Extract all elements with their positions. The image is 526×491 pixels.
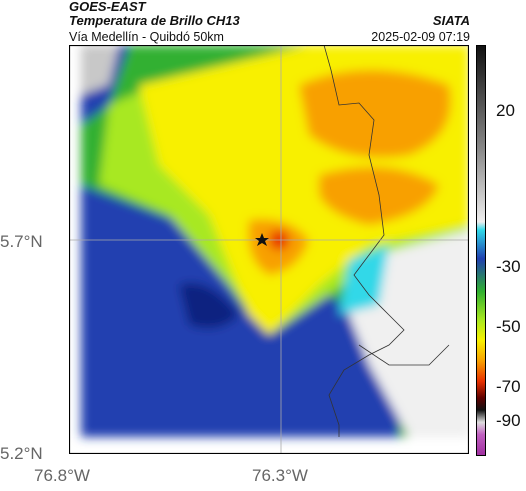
cyan-edge	[339, 245, 389, 315]
satellite-map[interactable]	[68, 44, 470, 455]
colorbar-gradient	[477, 46, 485, 455]
lat-tick-5-7: 5.7°N	[0, 232, 43, 251]
colorbar	[476, 45, 486, 456]
border-line	[323, 44, 405, 437]
lat-tick-5-2: 5.2°N	[0, 444, 43, 463]
channel-title: Temperatura de Brillo CH13	[69, 13, 240, 28]
map-border	[68, 44, 470, 455]
colorbar-tick-neg90: -90	[496, 411, 521, 430]
cold-band-south	[81, 185, 399, 437]
colorbar-tick-neg70: -70	[496, 377, 521, 396]
cold-core-west	[179, 283, 239, 329]
product-title: GOES-EAST	[69, 0, 146, 14]
region-subtitle: Vía Medellín - Quibdó 50km	[69, 30, 224, 44]
colorbar-tick-neg50: -50	[496, 317, 521, 336]
datetime-label: 2025-02-09 07:19	[371, 30, 470, 44]
source-label: SIATA	[432, 13, 470, 28]
star-icon	[255, 233, 269, 246]
clear-sky-northwest	[81, 45, 119, 95]
lon-tick-76-8: 76.8°W	[34, 466, 90, 485]
warm-core-north	[299, 70, 451, 158]
colorbar-tick-20: 20	[496, 101, 515, 120]
lon-tick-76-3: 76.3°W	[252, 466, 308, 485]
map-canvas	[68, 44, 470, 455]
colorbar-tick-neg30: -30	[496, 257, 521, 276]
border-line-2	[358, 344, 450, 366]
